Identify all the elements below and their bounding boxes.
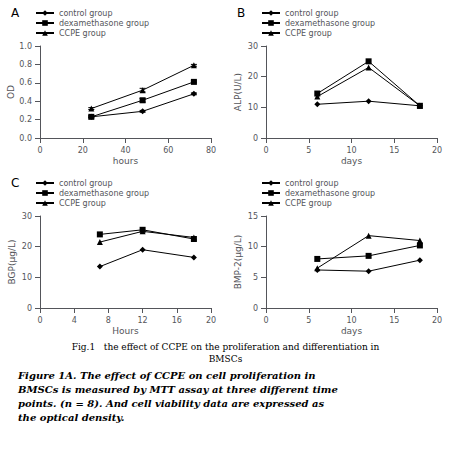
- svg-text:8: 8: [106, 316, 111, 325]
- svg-text:CCPE group: CCPE group: [285, 199, 332, 208]
- svg-text:15: 15: [389, 316, 399, 325]
- svg-text:B: B: [237, 6, 245, 20]
- svg-text:control group: control group: [59, 179, 113, 188]
- svg-text:hours: hours: [113, 156, 139, 166]
- svg-text:1.0: 1.0: [19, 42, 32, 51]
- svg-text:20: 20: [432, 316, 442, 325]
- svg-text:4: 4: [72, 316, 77, 325]
- svg-text:60: 60: [163, 146, 173, 155]
- svg-text:16: 16: [172, 316, 182, 325]
- svg-text:days: days: [341, 156, 363, 166]
- svg-text:Fig.1 the effect of CCPE on: Fig.1 the effect of CCPE on the prolifer…: [72, 342, 380, 352]
- svg-text:control group: control group: [59, 9, 113, 18]
- svg-text:0: 0: [27, 304, 32, 313]
- svg-text:Figure 1A. The effect of CCPE: Figure 1A. The effect of CCPE on cell pr…: [17, 370, 316, 381]
- svg-text:20: 20: [78, 146, 88, 155]
- svg-text:0.0: 0.0: [19, 134, 32, 143]
- svg-text:dexamethasone group: dexamethasone group: [285, 189, 375, 198]
- svg-text:days: days: [341, 326, 363, 336]
- svg-text:30: 30: [248, 42, 258, 51]
- svg-text:0: 0: [263, 316, 268, 325]
- svg-text:A: A: [11, 6, 20, 20]
- svg-text:20: 20: [432, 146, 442, 155]
- svg-text:20: 20: [22, 242, 32, 251]
- svg-text:BMSCs is measured by MTT assay: BMSCs is measured by MTT assay at three …: [17, 384, 338, 395]
- svg-text:0: 0: [253, 134, 258, 143]
- svg-text:15: 15: [389, 146, 399, 155]
- svg-text:10: 10: [248, 103, 258, 112]
- svg-text:dexamethasone group: dexamethasone group: [59, 19, 149, 28]
- svg-text:20: 20: [206, 316, 216, 325]
- svg-text:10: 10: [22, 273, 32, 282]
- svg-text:5: 5: [306, 146, 311, 155]
- svg-text:CCPE group: CCPE group: [59, 29, 106, 38]
- svg-text:control group: control group: [285, 179, 339, 188]
- svg-text:control group: control group: [285, 9, 339, 18]
- svg-text:Hours: Hours: [112, 326, 139, 336]
- svg-text:0.2: 0.2: [19, 115, 32, 124]
- svg-text:points. (n = 8). And cell viab: points. (n = 8). And cell viability data…: [18, 398, 325, 409]
- svg-text:0: 0: [37, 316, 42, 325]
- svg-text:5: 5: [253, 273, 258, 282]
- svg-text:10: 10: [346, 146, 356, 155]
- svg-text:30: 30: [22, 212, 32, 221]
- svg-text:0: 0: [263, 146, 268, 155]
- svg-text:CCPE group: CCPE group: [59, 199, 106, 208]
- svg-text:0: 0: [253, 304, 258, 313]
- svg-text:12: 12: [138, 316, 148, 325]
- svg-text:dexamethasone group: dexamethasone group: [59, 189, 149, 198]
- svg-text:OD: OD: [6, 85, 16, 99]
- svg-text:15: 15: [248, 212, 258, 221]
- svg-text:C: C: [11, 176, 19, 190]
- svg-text:0: 0: [37, 146, 42, 155]
- svg-text:5: 5: [306, 316, 311, 325]
- svg-text:CCPE group: CCPE group: [285, 29, 332, 38]
- svg-text:0.6: 0.6: [19, 78, 32, 87]
- svg-text:dexamethasone group: dexamethasone group: [285, 19, 375, 28]
- svg-text:10: 10: [248, 242, 258, 251]
- svg-text:0.8: 0.8: [19, 60, 32, 69]
- svg-text:BMSCs: BMSCs: [209, 354, 243, 364]
- svg-text:40: 40: [120, 146, 130, 155]
- svg-text:10: 10: [346, 316, 356, 325]
- svg-text:0.4: 0.4: [19, 97, 32, 106]
- svg-text:20: 20: [248, 72, 258, 81]
- svg-text:BGP(μg/L): BGP(μg/L): [7, 240, 17, 285]
- svg-text:80: 80: [206, 146, 216, 155]
- svg-text:ALP(U/L): ALP(U/L): [233, 73, 243, 111]
- svg-text:BMP-2(μg/L): BMP-2(μg/L): [233, 235, 243, 290]
- svg-text:the optical density.: the optical density.: [18, 412, 124, 423]
